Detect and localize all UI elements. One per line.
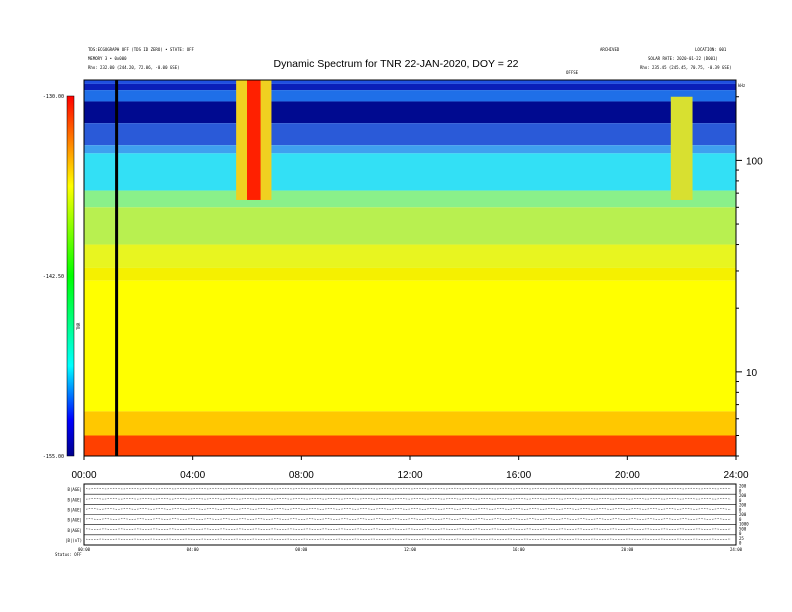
y-unit-label: kHz xyxy=(738,83,746,88)
bottom-row-label: B|AGE| xyxy=(68,518,82,523)
spectrum-band xyxy=(84,80,736,84)
bottom-x-tick-label: 24:00 xyxy=(730,547,743,552)
bottom-right-tick-label: 200 xyxy=(739,503,747,508)
bottom-row-label: B|AGE| xyxy=(68,528,82,533)
bottom-x-tick-label: 08:00 xyxy=(295,547,308,552)
header-rho-right: Rho: 235.45 (245.45, 70.75, -0.39 GSE) xyxy=(640,65,732,70)
bottom-footer-label: Status: OFF xyxy=(55,552,82,557)
x-tick-label: 24:00 xyxy=(723,470,748,481)
axes: 00:00 04:00 08:00 12:00 16:00 20:00 24:00 100 10… xyxy=(43,94,763,481)
spectrum-band xyxy=(84,190,736,208)
header-solar-rate: SOLAR RATE: 2020-01-22 (D001) xyxy=(648,56,718,61)
spectrum-band xyxy=(84,435,736,456)
spectrum-bands xyxy=(84,80,736,456)
y-tick-label: 100 xyxy=(746,156,763,167)
bottom-right-tick-label: 200 xyxy=(739,493,747,498)
bottom-row-trace xyxy=(85,487,732,490)
bottom-row-label: B|AGE| xyxy=(68,507,82,512)
x-tick-label: 20:00 xyxy=(615,470,640,481)
spectrum-band xyxy=(84,83,736,91)
bottom-right-tick-label: 0 xyxy=(739,498,742,503)
bottom-x-tick-label: 16:00 xyxy=(513,547,526,552)
x-tick-label: 00:00 xyxy=(71,470,96,481)
bottom-right-tick-label: 0 xyxy=(739,517,742,522)
bottom-right-tick-label: 1000 xyxy=(739,522,749,527)
bottom-row-label: B|AGE| xyxy=(68,487,82,492)
spectrum-band xyxy=(84,90,736,102)
colorbar-tick-label: -155.00 xyxy=(43,454,64,460)
burst-event xyxy=(670,96,693,200)
bottom-x-tick-label: 12:00 xyxy=(404,547,417,552)
burst-event xyxy=(247,80,261,200)
x-tick-label: 04:00 xyxy=(180,470,205,481)
bottom-right-tick-label: 200 xyxy=(739,484,747,489)
header-center-tag: OFFSE xyxy=(566,70,579,75)
x-tick-label: 16:00 xyxy=(506,470,531,481)
bottom-row-trace xyxy=(85,538,732,541)
spectrum-band xyxy=(84,123,736,146)
bottom-right-tick-label: 0 xyxy=(739,488,742,493)
bottom-row-label: |B|(nT) xyxy=(65,538,82,543)
spectrum-band xyxy=(84,101,736,124)
bottom-row-trace xyxy=(85,518,732,520)
spectrum-band xyxy=(84,207,736,245)
spectrum-band xyxy=(84,153,736,191)
bottom-panel: B|AGE| B|AGE| B|AGE| B|AGE| B|AGE| |B|(nT) 200… xyxy=(55,483,749,557)
spectrum-band xyxy=(84,145,736,154)
header-location: LOCATION: 001 xyxy=(695,47,727,52)
bottom-row-label: B|AGE| xyxy=(68,497,82,502)
bottom-row-trace xyxy=(85,528,732,530)
bottom-right-tick-label: 25 xyxy=(739,536,744,541)
bottom-right-tick-label: 0 xyxy=(739,531,742,536)
spectrum-band xyxy=(84,267,736,281)
bottom-row-trace xyxy=(85,508,732,510)
bottom-right-tick-label: 0 xyxy=(739,541,742,546)
colorbar-side-label: TNR xyxy=(76,322,81,330)
bottom-right-tick-label: 500 xyxy=(739,526,747,531)
bottom-x-tick-label: 04:00 xyxy=(187,547,200,552)
spectrum-events xyxy=(115,80,693,456)
header-info-line1: TDS:ECGOGRAPH OFF (TDS ID ZERO) • STATE:… xyxy=(88,47,194,52)
header-archived: ARCHIVED xyxy=(600,47,620,52)
colorbar xyxy=(66,95,75,457)
x-tick-label: 08:00 xyxy=(289,470,314,481)
colorbar-tick-label: -130.00 xyxy=(43,94,64,100)
spectrum-band xyxy=(84,280,736,412)
bottom-right-tick-label: 200 xyxy=(739,512,747,517)
bottom-x-tick-label: 20:00 xyxy=(621,547,634,552)
colorbar-tick-label: -142.50 xyxy=(43,274,64,280)
y-tick-label: 10 xyxy=(746,368,758,379)
bottom-x-tick-label: 00:00 xyxy=(78,547,91,552)
x-tick-label: 12:00 xyxy=(397,470,422,481)
spectrum-band xyxy=(84,411,736,436)
header-info-line3: Rho: 232.00 (244.20, 72.06, -0.00 GSE) xyxy=(88,65,180,70)
spectrum-band xyxy=(84,244,736,268)
chart-title: Dynamic Spectrum for TNR 22-JAN-2020, DO… xyxy=(273,58,519,70)
bottom-right-tick-label: 0 xyxy=(739,507,742,512)
bottom-row-trace xyxy=(85,498,732,500)
header-info-line2: MEMORY 3 • 0x000 xyxy=(88,56,127,61)
